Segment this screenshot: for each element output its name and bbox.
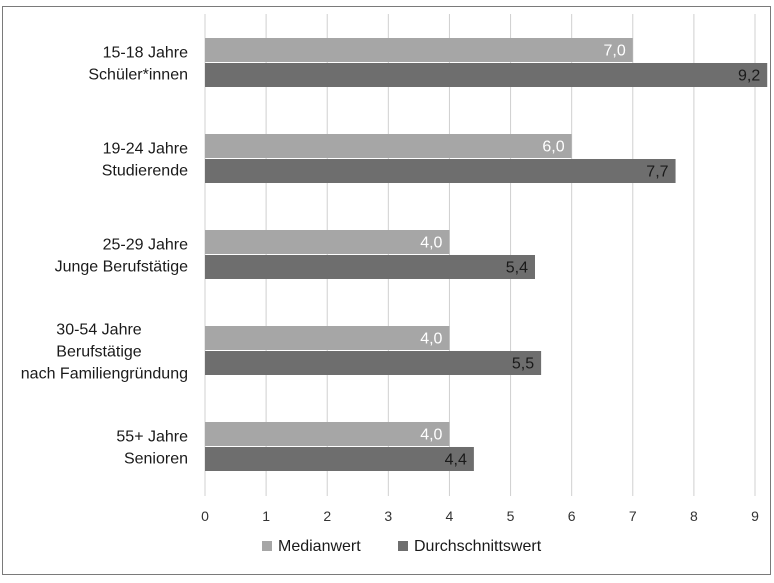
category-label-4: 55+ Jahre Senioren [116,429,188,468]
category-label-line: 30-54 Jahre [56,322,141,339]
category-label-line: 15-18 Jahre [103,45,188,62]
data-label-mean-4: 4,4 [445,452,467,469]
legend-swatch [262,541,272,551]
bar-median-3 [205,326,450,350]
data-label-mean-0: 9,2 [738,68,760,85]
x-tick-label-8: 8 [690,508,698,524]
x-tick-label-4: 4 [446,508,454,524]
x-tick-label-0: 0 [201,508,209,524]
bar-mean-0 [205,63,768,87]
category-label-2: 25-29 Jahre Junge Berufstätige [55,237,189,276]
x-tick-label-3: 3 [384,508,392,524]
data-label-median-2: 4,0 [420,235,442,252]
data-label-mean-2: 5,4 [506,260,528,277]
category-label-1: 19-24 Jahre Studierende [102,141,188,180]
legend-item-median: Medianwert [262,538,361,555]
legend: Medianwert Durchschnittswert [262,538,542,555]
data-label-median-4: 4,0 [420,427,442,444]
x-tick-label-2: 2 [323,508,331,524]
gridlines [204,14,756,496]
bar-mean-1 [205,159,676,183]
category-label-line: Studierende [102,163,188,180]
category-label-0: 15-18 Jahre Schüler*innen [88,45,188,84]
x-tick-label-5: 5 [507,508,515,524]
bar-median-1 [205,134,572,158]
legend-item-mean: Durchschnittswert [398,538,542,555]
data-labels: 7,09,26,07,74,05,44,05,54,04,4 [420,43,760,469]
bar-median-2 [205,230,450,254]
category-label-line: Junge Berufstätige [55,259,189,276]
bar-mean-2 [205,255,535,279]
legend-swatch [398,541,408,551]
legend-label: Medianwert [278,538,361,555]
data-label-median-3: 4,0 [420,331,442,348]
bar-mean-4 [205,447,474,471]
category-label-line: nach Familiengründung [21,366,188,383]
x-tick-label-1: 1 [262,508,270,524]
category-label-line: Senioren [124,451,188,468]
category-label-3: 30-54 Jahre Berufstätige nach Familiengrün… [21,322,188,383]
data-label-median-0: 7,0 [604,43,626,60]
bar-median-4 [205,422,450,446]
category-label-line: Schüler*innen [88,67,188,84]
category-label-line: 55+ Jahre [116,429,188,446]
bar-mean-3 [205,351,542,375]
x-tick-label-9: 9 [751,508,759,524]
category-label-line: 25-29 Jahre [103,237,188,254]
category-label-line: 19-24 Jahre [103,141,188,158]
legend-label: Durchschnittswert [414,538,542,555]
data-label-mean-3: 5,5 [512,356,534,373]
x-axis-tick-labels: 0 1 2 3 4 5 6 7 8 9 [201,508,759,524]
x-tick-label-6: 6 [568,508,576,524]
data-label-median-1: 6,0 [542,139,564,156]
x-tick-label-7: 7 [629,508,637,524]
category-labels: 15-18 Jahre Schüler*innen 19-24 Jahre Studi… [21,45,188,468]
data-label-mean-1: 7,7 [646,164,668,181]
bar-median-0 [205,38,633,62]
category-label-line: Berufstätige [56,344,141,361]
bars [205,38,768,471]
